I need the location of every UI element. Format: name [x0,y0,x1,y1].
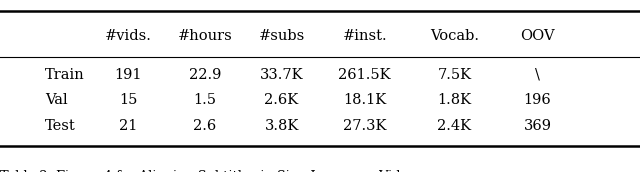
Text: OOV: OOV [520,29,555,43]
Text: #inst.: #inst. [342,29,387,43]
Text: 15: 15 [119,93,137,107]
Text: Train: Train [45,68,84,82]
Text: 33.7K: 33.7K [260,68,303,82]
Text: 191: 191 [115,68,141,82]
Text: 22.9: 22.9 [189,68,221,82]
Text: 7.5K: 7.5K [437,68,472,82]
Text: #hours: #hours [177,29,232,43]
Text: 369: 369 [524,119,552,133]
Text: Vocab.: Vocab. [430,29,479,43]
Text: 21: 21 [119,119,137,133]
Text: 18.1K: 18.1K [343,93,387,107]
Text: 1.5: 1.5 [193,93,216,107]
Text: 1.8K: 1.8K [437,93,472,107]
Text: #subs: #subs [259,29,305,43]
Text: Val: Val [45,93,67,107]
Text: 2.6K: 2.6K [264,93,299,107]
Text: 196: 196 [524,93,552,107]
Text: #vids.: #vids. [104,29,152,43]
Text: 2.6: 2.6 [193,119,216,133]
Text: 3.8K: 3.8K [264,119,299,133]
Text: Table 2: Figure 4 for Aligning Subtitles in Sign Language Videos: Table 2: Figure 4 for Aligning Subtitles… [0,170,422,172]
Text: 27.3K: 27.3K [343,119,387,133]
Text: 2.4K: 2.4K [437,119,472,133]
Text: 261.5K: 261.5K [339,68,391,82]
Text: \: \ [535,68,540,82]
Text: Test: Test [45,119,76,133]
